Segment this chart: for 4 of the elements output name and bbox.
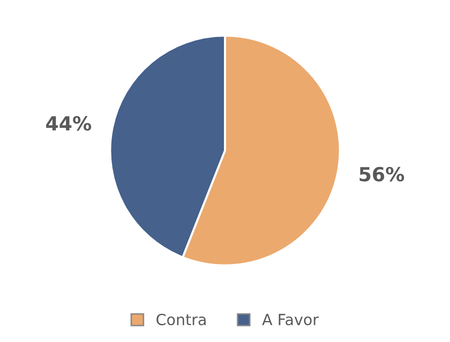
legend-label: A Favor bbox=[262, 314, 319, 326]
data-label: 56% bbox=[360, 166, 404, 182]
data-label: 44% bbox=[46, 116, 92, 131]
legend-label: Contra bbox=[156, 314, 206, 326]
